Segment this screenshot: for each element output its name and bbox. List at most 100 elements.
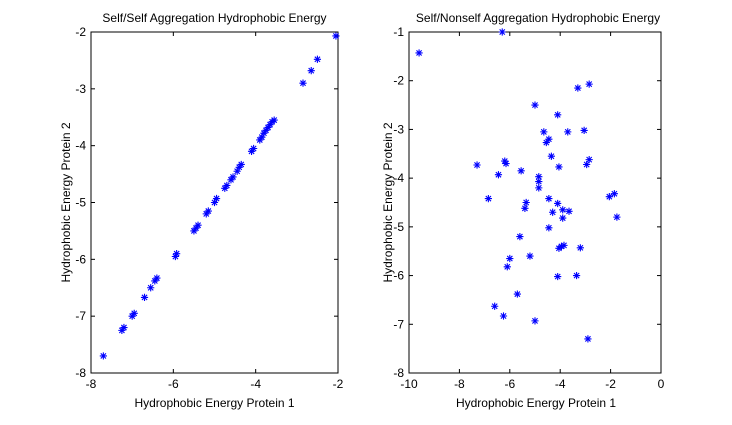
data-point (580, 126, 588, 135)
data-point (572, 271, 581, 280)
data-point (517, 167, 525, 175)
data-points (99, 32, 340, 360)
data-point (584, 335, 592, 343)
data-points (415, 28, 621, 343)
y-tick-label: -2 (393, 74, 404, 88)
data-point (542, 138, 550, 147)
data-point (535, 173, 543, 181)
data-point (610, 190, 618, 198)
data-point (502, 159, 510, 168)
data-point (531, 101, 539, 109)
data-point (120, 323, 128, 332)
data-point (313, 55, 322, 63)
y-tick-label: -4 (75, 139, 86, 153)
x-axis-label: Hydrophobic Energy Protein 1 (456, 396, 616, 410)
data-point (415, 49, 423, 57)
y-tick-label: -7 (75, 309, 86, 323)
data-point (559, 206, 567, 214)
data-point (264, 123, 272, 132)
data-point (332, 32, 340, 40)
x-tick-label: -6 (504, 377, 515, 391)
data-point (576, 244, 584, 252)
y-tick-label: -8 (75, 366, 86, 380)
x-tick-label: -6 (168, 377, 179, 391)
data-point (555, 163, 563, 171)
data-point (560, 241, 568, 249)
x-tick-label: -8 (86, 377, 97, 391)
x-axis-label: Hydrophobic Energy Protein 1 (134, 396, 294, 410)
data-point (153, 274, 161, 282)
data-point (554, 272, 562, 281)
data-point (140, 293, 149, 302)
x-tick-label: 0 (658, 377, 665, 391)
data-point (202, 210, 210, 218)
data-point (237, 160, 245, 169)
data-point (262, 126, 270, 134)
data-point (565, 207, 573, 215)
y-tick-label: -7 (393, 317, 404, 331)
plot-area (408, 31, 662, 374)
y-tick-label: -5 (75, 196, 86, 210)
data-point (491, 302, 499, 310)
data-point (171, 252, 179, 261)
y-tick-label: -6 (393, 269, 404, 283)
data-point (613, 213, 621, 221)
data-point (559, 214, 567, 222)
chart-panel-self-nonself: Self/Nonself Aggregation Hydrophobic Ene… (381, 11, 665, 410)
data-point (194, 221, 202, 229)
y-tick-label: -2 (75, 25, 86, 39)
data-point (499, 312, 508, 320)
data-point (130, 309, 138, 317)
y-axis-label: Hydrophobic Energy Protein 2 (59, 122, 73, 282)
y-tick-label: -6 (75, 252, 86, 266)
chart-title: Self/Nonself Aggregation Hydrophobic Ene… (416, 11, 660, 25)
data-point (564, 128, 572, 136)
data-point (227, 176, 235, 184)
data-point (221, 184, 229, 192)
data-point (522, 198, 530, 207)
data-point (540, 128, 548, 136)
chart-title: Self/Self Aggregation Hydrophobic Energy (102, 11, 326, 25)
data-point (212, 194, 221, 203)
x-tick-label: -10 (400, 377, 418, 391)
data-point (555, 244, 563, 252)
axis-ticks: -8 -6 -4 -2 -8 -7 -6 -5 -4 -3 -2 (75, 25, 343, 391)
data-point (247, 147, 256, 155)
data-point (583, 160, 591, 169)
data-point (545, 195, 553, 203)
data-point (585, 80, 593, 88)
data-point (516, 233, 524, 241)
data-point (501, 157, 509, 165)
data-point (521, 204, 529, 212)
data-point (549, 208, 557, 216)
data-point (128, 312, 136, 320)
data-point (535, 177, 543, 186)
data-point (484, 195, 492, 203)
data-point (256, 136, 264, 144)
data-point (585, 156, 593, 164)
data-point (545, 224, 553, 232)
data-point (526, 252, 534, 260)
data-point (210, 198, 219, 207)
data-point (498, 28, 506, 36)
data-point (204, 207, 212, 215)
data-point (574, 84, 582, 92)
data-point (260, 129, 268, 137)
y-tick-label: -4 (393, 171, 404, 185)
data-point (151, 277, 159, 285)
x-tick-label: -8 (454, 377, 465, 391)
y-tick-label: -1 (393, 25, 404, 39)
data-point (307, 67, 315, 75)
data-point (513, 290, 521, 298)
data-point (605, 193, 613, 201)
data-point (258, 133, 266, 141)
x-tick-label: -4 (555, 377, 566, 391)
data-point (147, 284, 155, 292)
data-point (503, 263, 511, 271)
data-point (190, 227, 198, 235)
data-point (554, 111, 562, 119)
y-tick-label: -5 (393, 220, 404, 234)
data-point (233, 167, 241, 175)
data-point (173, 250, 181, 258)
y-tick-label: -8 (393, 366, 404, 380)
